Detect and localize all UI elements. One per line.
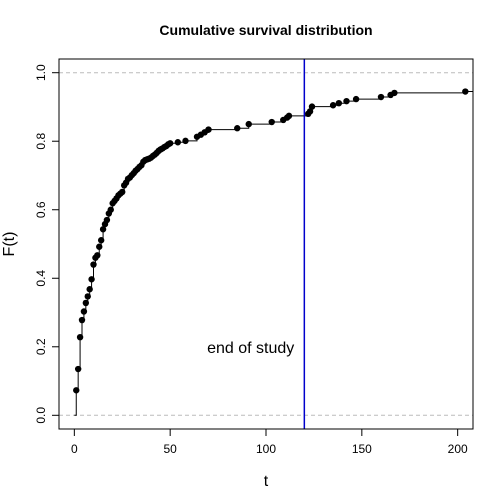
data-point (174, 139, 182, 146)
plot-frame (58, 58, 474, 430)
x-tick-label: 0 (71, 442, 78, 456)
data-point (245, 120, 252, 128)
data-point (96, 243, 103, 250)
data-point (119, 188, 126, 196)
data-point (462, 88, 469, 95)
data-point (205, 126, 212, 133)
data-point (268, 118, 275, 126)
data-point (343, 97, 350, 105)
data-point (76, 333, 84, 341)
x-tick-label: 100 (256, 442, 276, 456)
data-points (73, 88, 469, 394)
y-tick-label: 1.0 (34, 64, 48, 81)
x-tick-label: 150 (352, 442, 372, 456)
data-point (90, 261, 97, 268)
data-point (285, 112, 293, 120)
data-point (182, 137, 189, 145)
data-point (391, 89, 398, 97)
data-point (335, 99, 343, 107)
x-axis-label: t (264, 473, 269, 490)
step-function (74, 91, 473, 416)
y-tick-label: 0.6 (34, 201, 48, 218)
data-point (80, 308, 88, 315)
data-point (94, 252, 101, 259)
data-point (308, 103, 316, 110)
y-axis: 0.0 0.2 0.4 0.6 0.8 1.0 (34, 64, 60, 424)
y-tick-label: 0.4 (34, 270, 48, 287)
y-tick-label: 0.8 (34, 133, 48, 150)
data-point (88, 276, 95, 283)
data-point (99, 226, 107, 233)
data-point (107, 206, 114, 213)
data-point (352, 95, 360, 103)
data-point (78, 316, 86, 324)
end-of-study-label: end of study (207, 340, 294, 357)
data-point (86, 286, 93, 293)
x-axis: 0 50 100 150 200 (71, 428, 468, 456)
data-point (97, 237, 105, 244)
data-point (234, 125, 241, 132)
data-point (329, 102, 337, 109)
data-point (82, 299, 90, 307)
x-tick-label: 50 (163, 442, 177, 456)
y-tick-label: 0.2 (34, 338, 48, 355)
y-axis-label: F(t) (1, 232, 18, 257)
data-point (306, 108, 314, 115)
x-tick-label: 200 (448, 442, 468, 456)
data-point (73, 387, 80, 394)
step-line (74, 91, 473, 416)
data-point (74, 365, 82, 373)
y-tick-label: 0.0 (34, 407, 48, 424)
data-point (166, 140, 174, 147)
data-point (103, 216, 111, 224)
data-point (377, 93, 385, 101)
data-point (84, 293, 91, 300)
reference-lines (59, 72, 473, 416)
chart-title: Cumulative survival distribution (159, 22, 372, 38)
